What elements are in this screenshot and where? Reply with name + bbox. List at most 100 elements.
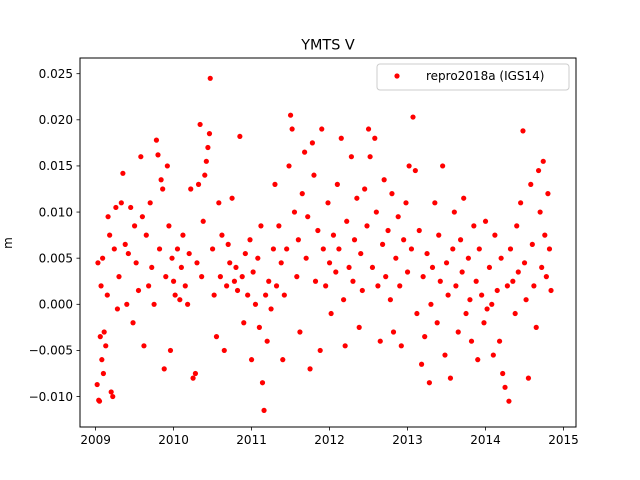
data-point — [463, 310, 469, 317]
data-point — [241, 320, 247, 326]
data-point — [116, 274, 122, 280]
data-point — [539, 264, 545, 271]
data-point — [125, 250, 131, 257]
data-point — [278, 260, 284, 266]
data-point — [164, 163, 170, 169]
data-point — [434, 320, 440, 326]
data-point — [546, 246, 553, 252]
data-point — [94, 381, 100, 388]
data-point — [156, 246, 163, 252]
data-point — [461, 195, 467, 201]
data-point — [520, 128, 526, 134]
data-point — [514, 223, 520, 229]
data-point — [107, 232, 113, 238]
data-point — [356, 324, 362, 330]
data-point — [289, 126, 295, 132]
data-point — [104, 292, 110, 298]
data-point — [113, 204, 119, 211]
data-point — [489, 301, 495, 307]
data-point — [440, 163, 446, 169]
data-point — [213, 334, 220, 340]
data-point — [473, 278, 479, 284]
data-point — [307, 366, 313, 372]
data-point — [273, 283, 280, 289]
legend: repro2018a (IGS14) — [376, 63, 570, 91]
data-point — [498, 255, 504, 261]
data-point — [315, 227, 321, 234]
data-point — [202, 172, 208, 178]
y-tick-label: 0.025 — [39, 67, 73, 81]
data-point — [482, 218, 489, 224]
data-point — [330, 232, 337, 238]
data-point — [502, 384, 508, 390]
data-point — [299, 191, 305, 197]
data-point — [389, 191, 395, 197]
data-point — [130, 320, 136, 326]
data-point — [261, 407, 267, 413]
data-point — [224, 283, 230, 289]
data-point — [169, 255, 175, 261]
data-point — [328, 310, 334, 317]
data-point — [96, 398, 103, 404]
data-point — [151, 301, 157, 307]
data-point — [225, 241, 231, 247]
data-point — [264, 338, 270, 344]
data-point — [542, 232, 548, 238]
data-point — [486, 264, 493, 271]
data-point — [186, 250, 192, 257]
data-point — [166, 223, 172, 229]
data-point — [100, 370, 106, 377]
data-point — [174, 246, 181, 252]
data-point — [320, 246, 326, 252]
data-point — [170, 278, 177, 284]
data-point — [459, 269, 465, 275]
data-point — [540, 158, 546, 164]
data-point — [406, 163, 412, 169]
data-point — [445, 292, 451, 298]
data-point — [342, 343, 348, 349]
data-point — [531, 283, 537, 289]
data-point — [294, 274, 300, 280]
data-point — [338, 135, 344, 141]
data-point — [122, 241, 128, 247]
data-point — [177, 297, 183, 303]
data-point — [305, 214, 311, 220]
data-point — [326, 260, 333, 266]
data-point — [182, 283, 188, 289]
data-points — [94, 75, 554, 413]
data-point — [237, 133, 243, 140]
data-point — [451, 209, 457, 215]
data-point — [545, 191, 551, 197]
data-point — [385, 227, 391, 234]
x-tick-label: 2015 — [548, 433, 579, 447]
data-point — [377, 338, 383, 344]
data-point — [207, 75, 213, 81]
data-point — [424, 250, 430, 257]
data-point — [412, 167, 418, 174]
data-point — [453, 283, 459, 289]
data-point — [250, 269, 256, 275]
data-point — [496, 338, 503, 344]
y-axis-label: m — [1, 237, 15, 249]
data-point — [242, 250, 248, 257]
y-tick-label: −0.010 — [29, 390, 73, 404]
data-point — [200, 218, 206, 224]
data-point — [408, 246, 415, 252]
data-point — [403, 200, 409, 206]
data-point — [323, 283, 329, 289]
data-point — [432, 200, 438, 206]
data-point — [143, 232, 149, 238]
data-point — [95, 260, 101, 266]
data-point — [350, 278, 356, 284]
data-point — [533, 324, 539, 330]
data-point — [203, 158, 209, 164]
data-point — [367, 154, 373, 160]
data-point — [108, 389, 114, 395]
data-point — [216, 200, 222, 206]
data-point — [529, 241, 535, 247]
y-tick-label: 0.005 — [39, 251, 73, 265]
data-point — [281, 292, 287, 298]
data-point — [398, 343, 404, 349]
data-point — [354, 195, 360, 201]
data-point — [414, 310, 420, 317]
